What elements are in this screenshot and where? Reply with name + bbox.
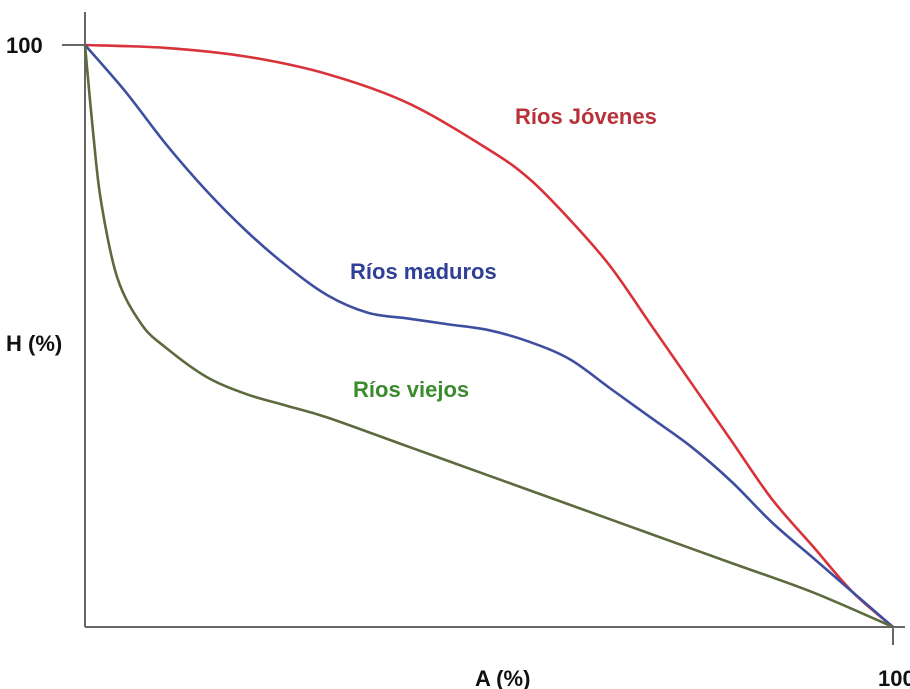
y-tick-label: 100: [6, 33, 43, 58]
series-label-rios-maduros: Ríos maduros: [350, 259, 497, 284]
x-axis-label: A (%): [475, 666, 530, 689]
x-tick-label: 100: [878, 666, 910, 689]
series-layer: [83, 43, 894, 629]
axes-group: [62, 12, 905, 645]
series-label-rios-jovenes: Ríos Jóvenes: [515, 104, 657, 129]
series-line-rios-maduros: [84, 44, 894, 628]
series-line-rios-viejos: [83, 44, 894, 629]
series-line-rios-jovenes: [84, 43, 894, 628]
y-axis-label: H (%): [6, 331, 62, 356]
series-label-rios-viejos: Ríos viejos: [353, 377, 469, 402]
